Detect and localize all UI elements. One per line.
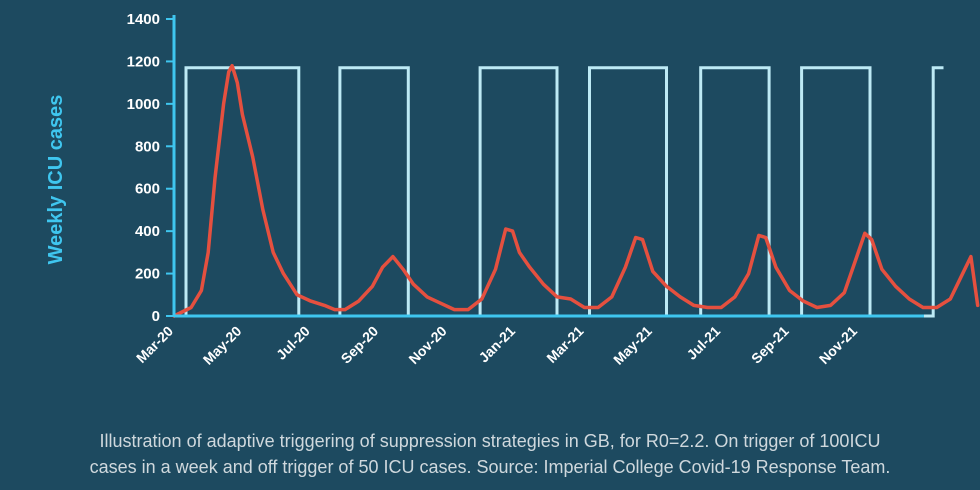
y-tick-label: 1400 xyxy=(127,11,160,28)
x-tick-label: Mar-21 xyxy=(543,323,586,366)
x-tick-label: Nov-21 xyxy=(816,323,860,367)
icu-cases-line xyxy=(172,63,980,318)
x-tick-label: Mar-20 xyxy=(133,323,176,366)
caption-line-2: cases in a week and off trigger of 50 IC… xyxy=(89,457,891,477)
x-tick-label: Jul-20 xyxy=(273,323,313,363)
chart-caption: Illustration of adaptive triggering of s… xyxy=(20,428,960,480)
y-axis-label: Weekly ICU cases xyxy=(45,95,67,265)
y-tick-label: 1000 xyxy=(127,96,160,113)
suppression-trigger-line xyxy=(184,66,944,318)
y-tick-label: 0 xyxy=(152,308,160,325)
x-tick-label: Sep-21 xyxy=(748,323,792,367)
y-tick-label: 400 xyxy=(135,223,160,240)
x-tick-label: May-20 xyxy=(200,323,245,368)
y-tick-label: 200 xyxy=(135,266,160,283)
caption-line-1: Illustration of adaptive triggering of s… xyxy=(99,431,881,451)
y-tick-label: 1200 xyxy=(127,53,160,70)
x-tick-label: Jan-21 xyxy=(475,323,518,366)
y-tick-label: 800 xyxy=(135,138,160,155)
chart-svg: 0 200 400 600 800 1000 1200 1400 Mar-20 May-20 Jul… xyxy=(45,11,980,368)
x-tick-label: May-21 xyxy=(610,323,655,368)
y-tick-label: 600 xyxy=(135,181,160,198)
x-tick-label: Nov-20 xyxy=(405,323,449,367)
x-tick-label: Jul-21 xyxy=(683,323,723,363)
x-tick-label: Sep-20 xyxy=(338,323,382,367)
chart: 0 200 400 600 800 1000 1200 1400 Mar-20 May-20 Jul… xyxy=(45,11,980,368)
